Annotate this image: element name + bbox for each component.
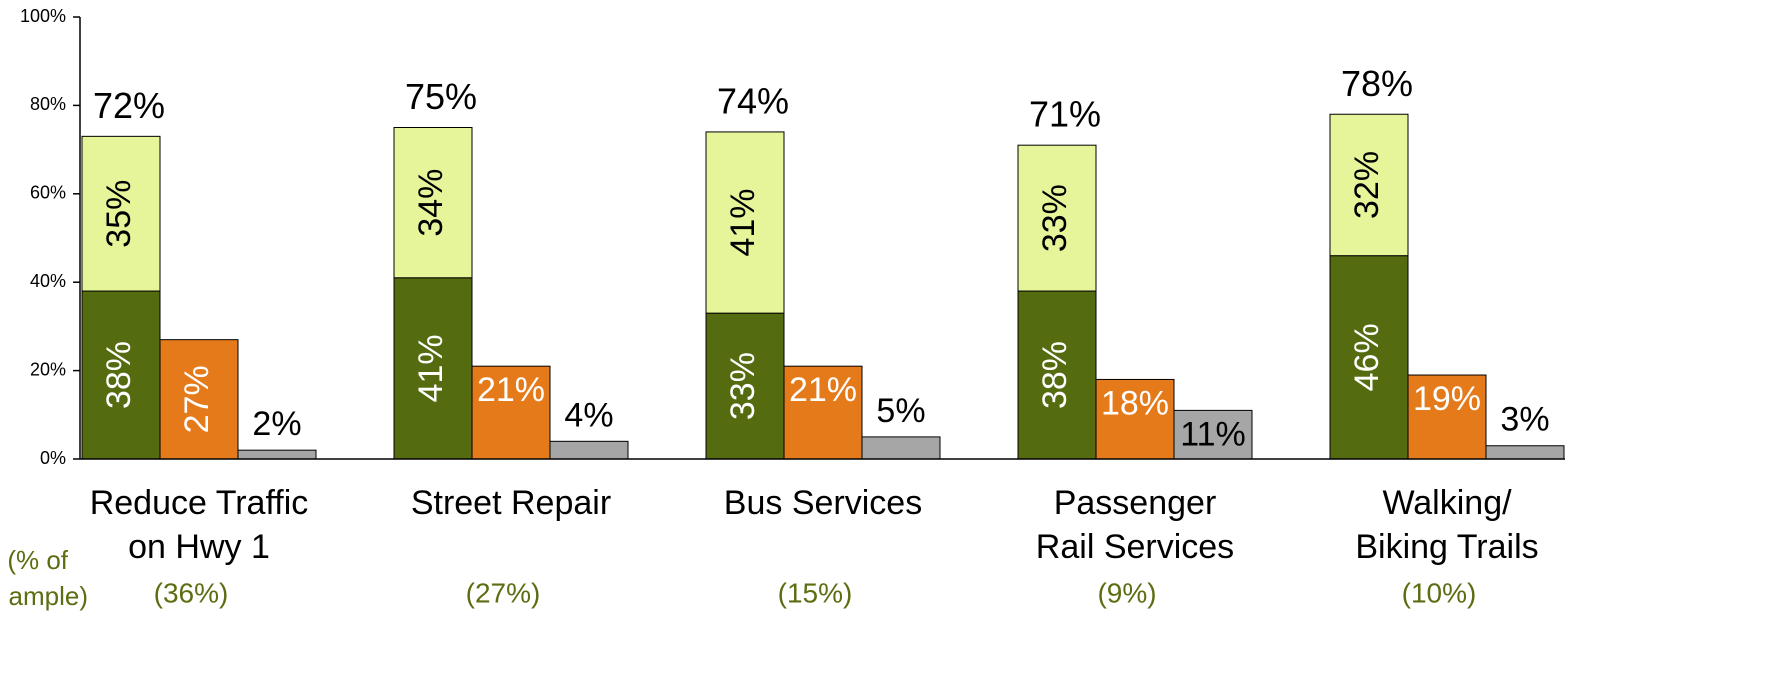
x-tick-label: Bus Services <box>724 484 922 522</box>
bar <box>1017 290 1097 460</box>
bar <box>1095 378 1175 460</box>
x-tick-label: Street Repair <box>411 484 611 522</box>
sample-label: (15%) <box>778 577 853 608</box>
bar-label: 38% <box>1036 341 1074 409</box>
total-label: 71% <box>1029 94 1101 135</box>
sample-label: (27%) <box>466 577 541 608</box>
bar <box>1017 144 1097 292</box>
total-label: 74% <box>717 80 789 121</box>
bar <box>81 135 161 292</box>
bar-label: 33% <box>1036 184 1074 252</box>
bar <box>237 449 317 460</box>
bar-label: 5% <box>876 392 925 430</box>
bar-label: 38% <box>100 341 138 409</box>
bar-label: 32% <box>1348 151 1386 219</box>
bar-label: 4% <box>564 396 613 434</box>
x-tick-label: Rail Services <box>1036 528 1234 566</box>
bar-label: 33% <box>724 352 762 420</box>
bar <box>783 365 863 460</box>
x-tick-label: on Hwy 1 <box>128 528 270 566</box>
total-label: 72% <box>93 85 165 126</box>
bar-label: 27% <box>178 365 216 433</box>
bar <box>1329 113 1409 257</box>
sample-note: ample) <box>9 581 88 611</box>
y-tick-label: 20% <box>30 359 66 379</box>
x-tick-label: Passenger <box>1054 484 1217 522</box>
sample-label: (36%) <box>154 577 229 608</box>
bar-label: 11% <box>1180 415 1246 453</box>
total-label: 75% <box>405 76 477 117</box>
bar <box>705 131 785 314</box>
bar <box>1329 255 1409 460</box>
sample-note: (% of <box>7 545 68 575</box>
y-tick-label: 0% <box>40 448 66 468</box>
x-tick-label: Biking Trails <box>1355 528 1538 566</box>
y-tick-label: 100% <box>20 6 66 26</box>
bar <box>393 277 473 460</box>
sample-label: (9%) <box>1097 577 1156 608</box>
bar-label: 3% <box>1500 401 1549 439</box>
bar-label: 34% <box>412 169 450 237</box>
bar-label: 41% <box>724 188 762 256</box>
bar <box>549 440 629 460</box>
bar-label: 35% <box>100 180 138 248</box>
total-label: 78% <box>1341 63 1413 104</box>
x-tick-label: Walking/ <box>1382 484 1512 522</box>
bar-label: 21% <box>789 371 857 409</box>
sample-label: (10%) <box>1402 577 1477 608</box>
bar <box>1485 445 1565 460</box>
bar-label: 19% <box>1413 380 1481 418</box>
bar <box>1173 409 1253 460</box>
bar <box>393 127 473 279</box>
bar <box>159 339 239 460</box>
bar <box>861 436 941 460</box>
y-tick-label: 80% <box>30 94 66 114</box>
bar-label: 2% <box>252 405 301 443</box>
bar-label: 46% <box>1348 323 1386 391</box>
y-tick-label: 60% <box>30 183 66 203</box>
y-tick-label: 40% <box>30 271 66 291</box>
bar-label: 21% <box>477 371 545 409</box>
bar-label: 18% <box>1101 384 1169 422</box>
bar <box>471 365 551 460</box>
bar-label: 41% <box>412 334 450 402</box>
bar <box>1407 374 1487 460</box>
x-tick-label: Reduce Traffic <box>90 484 309 522</box>
